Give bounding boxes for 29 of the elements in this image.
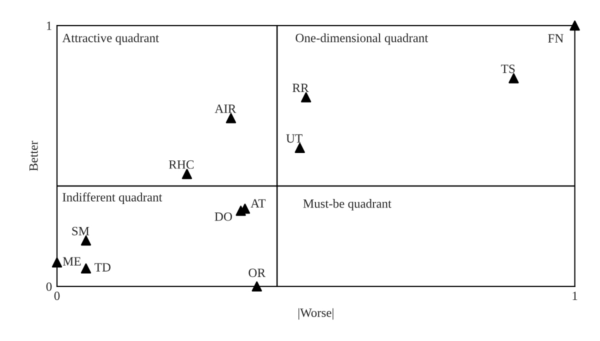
annotation: RHC — [168, 160, 194, 169]
annotation: TD — [94, 263, 110, 272]
point — [236, 206, 246, 216]
point — [80, 235, 92, 246]
y-axis-title: Better — [29, 140, 38, 171]
point — [80, 263, 92, 274]
annotation: One-dimensional quadrant — [296, 33, 428, 45]
annotation: Attractive quadrant — [62, 33, 159, 45]
point — [570, 20, 580, 31]
annotation: AIR — [214, 104, 236, 113]
annotation: AT — [250, 199, 266, 208]
annotation: FN — [548, 34, 564, 42]
annotation: ME — [62, 257, 81, 266]
point — [226, 113, 236, 124]
x-axis-title: |Worse| — [298, 308, 334, 320]
annotation: DO — [214, 212, 232, 221]
annotation: OR — [248, 268, 266, 278]
point — [300, 92, 312, 102]
annotation: UT — [286, 134, 302, 143]
annotation: SM — [72, 226, 90, 236]
point — [182, 168, 192, 180]
point — [294, 142, 305, 154]
point — [508, 73, 519, 84]
annotation: Must-be quadrant — [303, 199, 392, 210]
point — [252, 281, 262, 292]
point — [52, 257, 62, 268]
annotation: RR — [292, 84, 309, 92]
annotation: Indifferent quadrant — [62, 192, 162, 204]
annotation: TS — [501, 64, 515, 74]
